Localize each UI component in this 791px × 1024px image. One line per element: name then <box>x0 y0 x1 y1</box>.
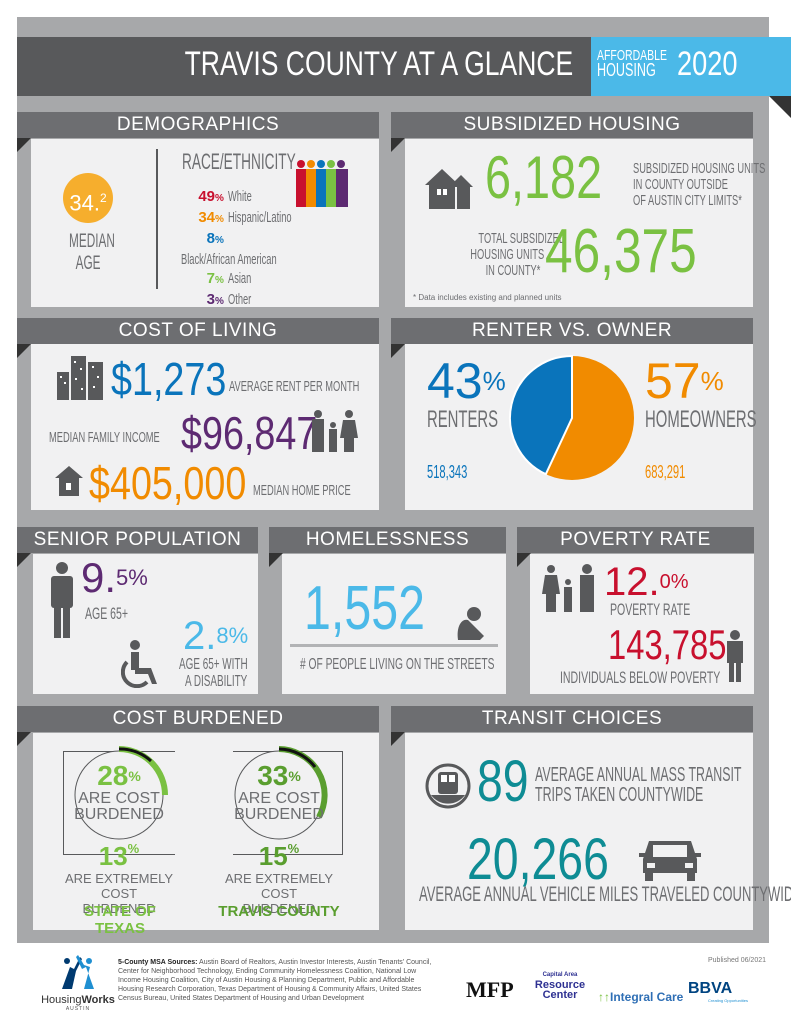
tag-affordable: AFFORDABLE <box>597 47 668 64</box>
sources-text: 5-County MSA Sources: Austin Board of Re… <box>118 959 432 1002</box>
subsidized-outside-value: 6,182 <box>485 144 603 211</box>
poverty-count: 143,785 <box>608 621 727 668</box>
transit-miles-value: 20,266 <box>467 827 609 892</box>
people-group-icon <box>296 160 348 207</box>
transit-trips-value: 89 <box>477 749 529 814</box>
subsidized-total-value: 46,375 <box>545 217 697 286</box>
divider <box>156 149 158 289</box>
family-icon <box>542 564 594 612</box>
income-value: $96,847 <box>181 407 318 459</box>
race-row: 34% Hispanic/Latino <box>198 209 292 226</box>
footnote: * Data includes existing and planned uni… <box>413 293 562 302</box>
median-age-label: MEDIAN AGE <box>69 231 115 274</box>
homelessness-title: HOMELESSNESS <box>269 527 506 553</box>
header-tag: AFFORDABLE HOUSING 2020 <box>591 37 791 96</box>
county-label: TRAVIS COUNTY <box>218 903 340 920</box>
homeless-value: 1,552 <box>304 574 426 643</box>
cost-burden-ring-travis <box>234 746 328 840</box>
cost-of-living-title: COST OF LIVING <box>17 318 379 344</box>
fold-decoration <box>17 732 31 746</box>
subsidized-housing-title: SUBSIDIZED HOUSING <box>391 112 753 138</box>
person-icon <box>51 562 73 638</box>
fold-decoration <box>391 344 405 358</box>
median-age-circle: 34.2 <box>63 173 113 223</box>
poverty-rate: 12. <box>604 560 660 604</box>
header-bar: TRAVIS COUNTY AT A GLANCE <box>17 37 591 96</box>
wheelchair-icon <box>121 640 157 688</box>
race-row: 49% White <box>198 188 252 205</box>
subsidized-housing-panel: 6,182 SUBSIDIZED HOUSING UNITS IN COUNTY … <box>405 139 765 307</box>
mfp-logo: MFP <box>466 977 514 1002</box>
person-icon <box>727 630 743 682</box>
race-row: 3% Other <box>206 291 252 308</box>
page-title: TRAVIS COUNTY AT A GLANCE <box>184 45 573 83</box>
fold-decoration <box>17 344 31 358</box>
renter-owner-panel: 43% RENTERS 518,343 57% HOMEOWNERS 683,2… <box>405 344 757 510</box>
fold-decoration <box>391 732 405 746</box>
renters-count: 518,343 <box>427 462 468 482</box>
renters-pct: 43 <box>427 353 483 409</box>
buildings-icon <box>57 356 103 400</box>
fold-decoration <box>269 553 283 567</box>
tag-housing: HOUSING <box>597 60 656 80</box>
train-icon <box>425 763 471 809</box>
published-date: Published 06/2021 <box>708 957 766 964</box>
demographics-panel: 34.2 MEDIAN AGE RACE/ETHNICITY 49% White … <box>31 139 379 308</box>
senior-disability-pct: 2. <box>183 614 217 658</box>
race-list: 49% White 34% Hispanic/Latino 8% Black/A… <box>181 187 379 311</box>
fold-decoration <box>17 553 31 567</box>
fold-decoration <box>17 138 31 152</box>
senior-panel: 9.5% AGE 65+ 2.8% AGE 65+ WITH A DISABILI… <box>33 554 258 694</box>
fold-decoration <box>517 553 531 567</box>
housingworks-logo: HousingWorks AUSTIN <box>38 955 118 1012</box>
cost-burdened-title: COST BURDENED <box>17 706 379 732</box>
year: 2020 <box>677 45 738 83</box>
race-row: 7% Asian <box>206 270 252 287</box>
race-title: RACE/ETHNICITY <box>182 149 296 174</box>
fold-decoration <box>391 138 405 152</box>
car-icon <box>639 841 701 881</box>
transit-panel: 89 AVERAGE ANNUAL MASS TRANSIT TRIPS TAKE… <box>405 733 791 930</box>
transit-title: TRANSIT CHOICES <box>391 706 753 732</box>
poverty-title: POVERTY RATE <box>517 527 754 553</box>
renter-owner-pie-chart <box>508 354 634 480</box>
home-price-value: $405,000 <box>89 457 247 509</box>
divider <box>290 644 498 647</box>
family-icon <box>312 410 358 452</box>
poverty-panel: 12.0% POVERTY RATE 143,785 INDIVIDUALS B… <box>530 554 754 694</box>
owners-pct: 57 <box>645 353 701 409</box>
owners-count: 683,291 <box>645 462 686 482</box>
integral-care-logo: ↑↑Integral Care <box>598 990 684 1004</box>
senior-pct: 9. <box>81 554 117 601</box>
bbva-logo: BBVA Creating Opportunities <box>688 980 749 1003</box>
home-icon <box>55 466 83 496</box>
race-row: 8% Black/African American <box>181 230 277 268</box>
sitting-person-icon <box>457 607 484 640</box>
state-label: STATE OF TEXAS <box>84 903 156 937</box>
rent-value: $1,273 <box>111 353 227 405</box>
senior-title: SENIOR POPULATION <box>17 527 258 553</box>
demographics-title: DEMOGRAPHICS <box>17 112 379 138</box>
housingworks-icon <box>62 955 94 989</box>
resource-center-logo: Capital Area Resource Center <box>534 972 586 1001</box>
cost-burden-ring-texas <box>74 746 168 840</box>
renter-owner-title: RENTER VS. OWNER <box>391 318 753 344</box>
cost-burdened-panel: 28% ARE COST BURDENED 13% ARE EXTREMELY CO… <box>33 733 379 937</box>
fold-decoration <box>769 96 791 118</box>
house-icon <box>425 169 473 209</box>
cost-of-living-panel: $1,273 AVERAGE RENT PER MONTH MEDIAN FAM… <box>31 344 379 510</box>
homelessness-panel: 1,552 # OF PEOPLE LIVING ON THE STREETS <box>282 554 506 694</box>
